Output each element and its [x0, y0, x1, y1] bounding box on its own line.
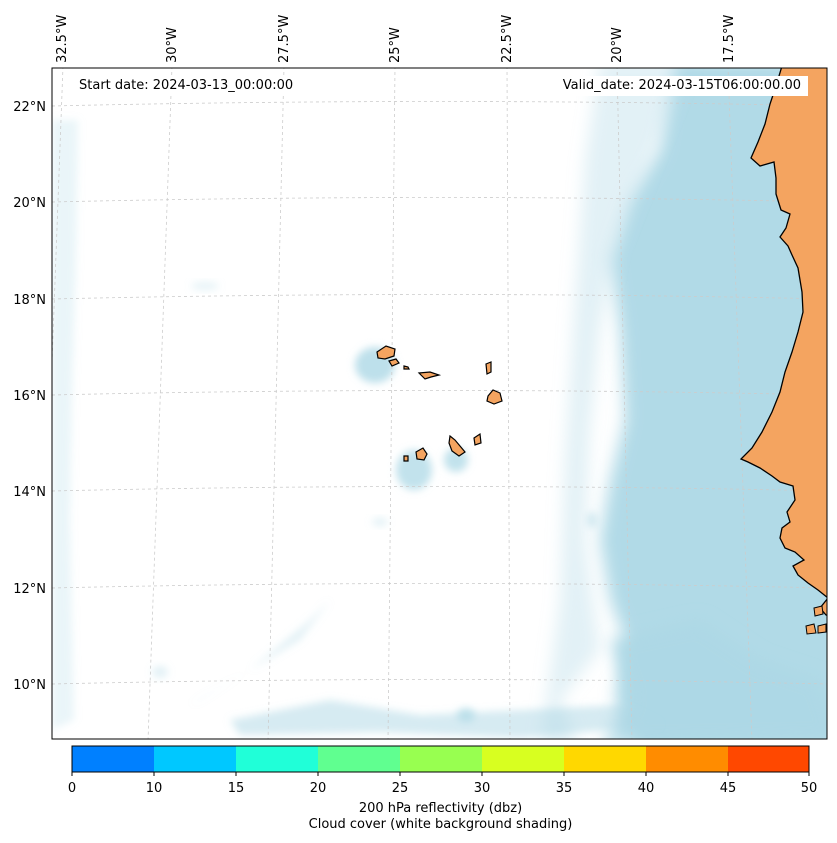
- cloud-dot-3: [191, 282, 219, 290]
- island-santiago: [448, 434, 466, 457]
- map-frame: [51, 67, 828, 740]
- colorbar-tick-marks: [71, 772, 810, 776]
- cloud-band-east: [600, 68, 827, 739]
- cloud-streak-south: [230, 700, 660, 738]
- cloud-band-southeast: [604, 620, 827, 739]
- lat-label: 12°N: [13, 582, 46, 597]
- colorbar-segment: [154, 746, 236, 772]
- colorbar-segment: [318, 746, 400, 772]
- colorbar: 0 10 15 20 25 30 35 40 45 50: [68, 745, 817, 796]
- colorbar-segments: [72, 746, 809, 772]
- parallel-14N: [52, 486, 827, 492]
- colorbar-segment: [728, 746, 809, 772]
- colorbar-segment: [400, 746, 482, 772]
- graticule: [52, 68, 827, 739]
- cloud-dot-5: [372, 518, 388, 526]
- lon-label: 30°W: [165, 27, 180, 63]
- cloud-dot-2: [587, 512, 597, 528]
- lon-label: 20°W: [610, 27, 625, 63]
- meridian-30W: [147, 68, 173, 739]
- cabo-verde-islands: [376, 345, 503, 462]
- cloud-dot-4: [152, 666, 168, 678]
- colorbar-tick-label: 50: [801, 781, 818, 796]
- lon-label: 22.5°W: [500, 15, 515, 63]
- colorbar-tick-label: 45: [720, 781, 737, 796]
- island-santo-antao: [376, 345, 396, 360]
- map-plot-area: [52, 68, 827, 739]
- island-sao-vicente: [388, 358, 400, 367]
- lat-label: 14°N: [13, 485, 46, 500]
- island-brava: [403, 455, 409, 462]
- meridian-27.5W: [267, 68, 285, 739]
- cloud-haze-east: [541, 68, 687, 739]
- cloud-haze-west: [52, 120, 78, 730]
- parallel-18N: [52, 294, 827, 300]
- parallel-20N: [52, 197, 827, 203]
- africa-coast-islands: [805, 605, 827, 635]
- lat-label: 22°N: [13, 100, 46, 115]
- colorbar-title: 200 hPa reflectivity (dbz) Cloud cover (…: [72, 801, 809, 833]
- lat-label: 18°N: [13, 293, 46, 308]
- lon-label: 25°W: [388, 27, 403, 63]
- meridian-22.5W: [506, 68, 511, 739]
- island-boa-vista: [486, 389, 503, 405]
- colorbar-tick-label: 0: [68, 781, 76, 796]
- colorbar-tick-labels: 0 10 15 20 25 30 35 40 45 50: [68, 781, 817, 796]
- parallel-10N: [52, 679, 827, 685]
- start-date-label: Start date: 2024-03-13_00:00:00: [72, 76, 301, 96]
- island-sal: [485, 361, 492, 375]
- colorbar-label: 200 hPa reflectivity (dbz): [358, 801, 523, 816]
- colorbar-sublabel: Cloud cover (white background shading): [308, 817, 573, 832]
- parallel-12N: [52, 583, 827, 589]
- island-santa-luzia: [403, 365, 410, 370]
- cloud-dot-1: [457, 708, 475, 722]
- colorbar-tick-label: 25: [392, 781, 409, 796]
- lon-label: 17.5°W: [722, 15, 737, 63]
- colorbar-tick-label: 30: [474, 781, 491, 796]
- colorbar-tick-label: 35: [556, 781, 573, 796]
- meridian-17.5W: [727, 68, 753, 739]
- lat-label: 10°N: [13, 678, 46, 693]
- bijagos-island-3: [817, 623, 827, 634]
- longitude-labels: 32.5°W 30°W 27.5°W 25°W 22.5°W 20°W 17.5…: [55, 15, 737, 63]
- colorbar-tick-label: 20: [310, 781, 327, 796]
- bijagos-island-2: [805, 623, 817, 635]
- lon-label: 27.5°W: [277, 15, 292, 63]
- lat-label: 20°N: [13, 196, 46, 211]
- parallel-16N: [52, 390, 827, 396]
- valid-date-label: Valid_date: 2024-03-15T06:00:00.00: [555, 76, 808, 96]
- bijagos-island-1: [813, 605, 824, 617]
- meridian-25W: [387, 68, 396, 739]
- colorbar-segment: [646, 746, 728, 772]
- colorbar-outline: [71, 745, 810, 773]
- island-maio: [473, 432, 482, 446]
- africa-landmass: [739, 68, 827, 617]
- cloud-cover-layer: [52, 68, 827, 739]
- colorbar-segment: [72, 746, 154, 772]
- lon-label: 32.5°W: [55, 15, 70, 63]
- colorbar-tick-label: 10: [146, 781, 163, 796]
- colorbar-segment: [236, 746, 318, 772]
- meridian-20W: [616, 68, 633, 739]
- latitude-labels: 22°N 20°N 18°N 16°N 14°N 12°N 10°N: [13, 100, 46, 693]
- lat-label: 16°N: [13, 389, 46, 404]
- island-sao-nicolau: [417, 371, 442, 380]
- colorbar-segment: [564, 746, 646, 772]
- island-fogo: [415, 447, 428, 461]
- colorbar-segment: [482, 746, 564, 772]
- colorbar-tick-label: 40: [638, 781, 655, 796]
- parallel-22N: [52, 101, 827, 107]
- colorbar-tick-label: 15: [228, 781, 245, 796]
